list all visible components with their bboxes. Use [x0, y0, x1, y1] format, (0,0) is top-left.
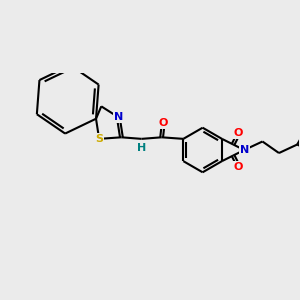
Text: N: N: [114, 112, 123, 122]
Text: N: N: [240, 145, 249, 155]
Text: O: O: [234, 128, 243, 138]
Text: S: S: [95, 134, 103, 144]
Text: H: H: [136, 143, 146, 153]
Text: O: O: [158, 118, 168, 128]
Text: O: O: [234, 162, 243, 172]
